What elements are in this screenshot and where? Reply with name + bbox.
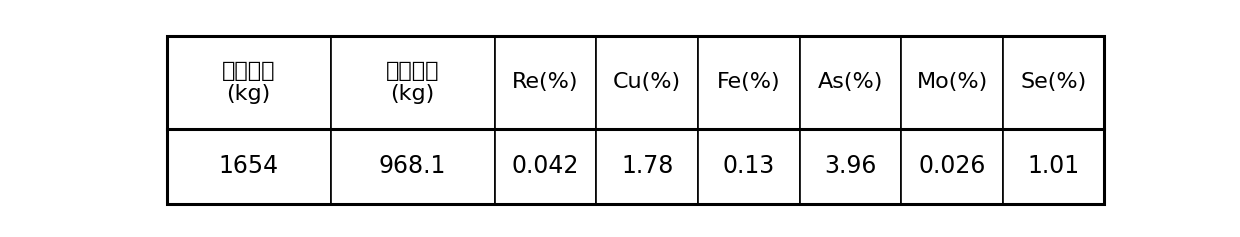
Bar — [901, 129, 1003, 204]
Bar — [901, 36, 1003, 129]
Bar — [596, 129, 698, 204]
Text: Fe(%): Fe(%) — [717, 72, 781, 92]
Bar — [331, 129, 495, 204]
Bar — [166, 36, 331, 129]
Text: 湿脱杂渣
(kg): 湿脱杂渣 (kg) — [222, 61, 275, 104]
Text: As(%): As(%) — [817, 72, 883, 92]
Text: 0.13: 0.13 — [723, 154, 775, 178]
Bar — [800, 129, 901, 204]
Text: Se(%): Se(%) — [1021, 72, 1086, 92]
Text: Cu(%): Cu(%) — [613, 72, 681, 92]
Text: 968.1: 968.1 — [379, 154, 446, 178]
Text: 1.78: 1.78 — [621, 154, 673, 178]
Text: 1654: 1654 — [218, 154, 279, 178]
Bar — [166, 129, 331, 204]
Text: 3.96: 3.96 — [825, 154, 877, 178]
Text: Re(%): Re(%) — [512, 72, 579, 92]
Bar — [800, 36, 901, 129]
Text: 0.042: 0.042 — [512, 154, 579, 178]
Bar — [698, 129, 800, 204]
Text: 0.026: 0.026 — [919, 154, 986, 178]
Bar — [596, 36, 698, 129]
Bar — [495, 36, 596, 129]
Bar — [495, 129, 596, 204]
Text: Mo(%): Mo(%) — [916, 72, 987, 92]
Bar — [698, 36, 800, 129]
Bar — [1003, 129, 1105, 204]
Bar — [1003, 36, 1105, 129]
Text: 1.01: 1.01 — [1028, 154, 1080, 178]
Text: 干脱杂渣
(kg): 干脱杂渣 (kg) — [386, 61, 439, 104]
Bar — [331, 36, 495, 129]
